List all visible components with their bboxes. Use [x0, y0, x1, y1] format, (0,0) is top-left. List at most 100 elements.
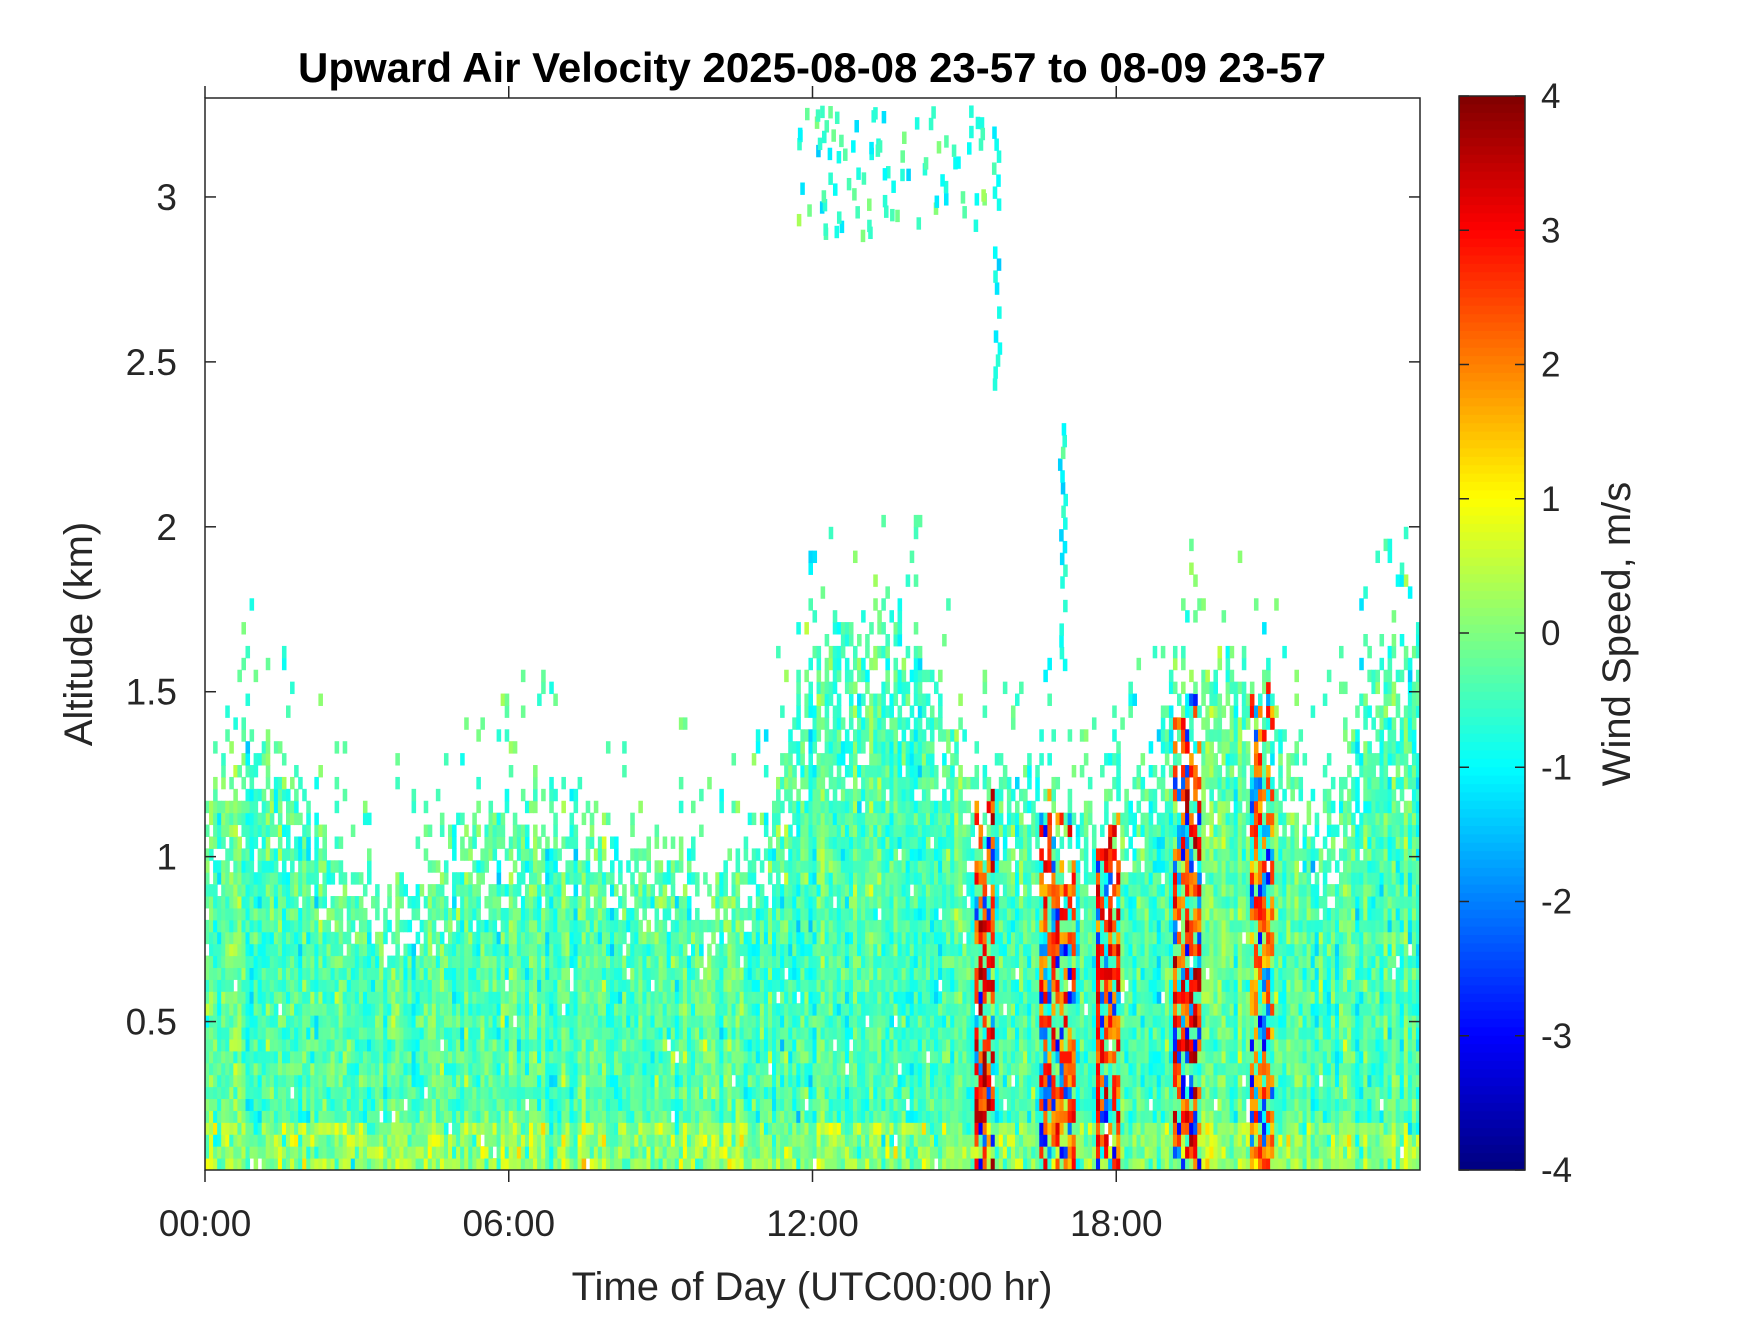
heatmap-cell	[516, 967, 522, 980]
heatmap-cell	[318, 1098, 323, 1111]
heatmap-cell	[573, 1086, 579, 1100]
heatmap-cell	[727, 848, 732, 861]
heatmap-cell	[350, 1062, 356, 1076]
heatmap-cell	[796, 848, 801, 861]
heatmap-cell	[439, 979, 445, 992]
heatmap-cell	[415, 1003, 421, 1016]
heatmap-cell	[545, 1050, 550, 1064]
heatmap-cell	[443, 1074, 449, 1088]
heatmap-cell	[812, 824, 818, 837]
heatmap-cell	[504, 848, 510, 861]
heatmap-cell	[605, 955, 611, 969]
heatmap-cell	[824, 836, 830, 849]
heatmap-cell	[245, 753, 251, 766]
heatmap-cell	[257, 1074, 263, 1088]
heatmap-cell	[557, 872, 562, 885]
heatmap-cell	[217, 800, 222, 814]
heatmap-cell	[541, 848, 546, 861]
heatmap-cell	[897, 1158, 903, 1171]
heatmap-cell	[492, 836, 498, 849]
heatmap-cell	[537, 884, 542, 897]
heatmap-cell	[565, 943, 570, 957]
heatmap-cell	[257, 872, 263, 885]
heatmap-cell	[626, 1110, 631, 1123]
heatmap-cell	[577, 943, 583, 957]
heatmap-cell	[897, 1146, 903, 1159]
heatmap-cell	[889, 1050, 894, 1064]
heatmap-cell	[589, 907, 595, 921]
heatmap-cell	[857, 1050, 862, 1064]
heatmap-cell	[383, 1086, 388, 1100]
heatmap-cell	[541, 860, 546, 873]
heatmap-cell	[379, 1158, 384, 1171]
heatmap-cell	[877, 741, 882, 754]
heatmap-cell	[577, 1027, 583, 1040]
heatmap-cell	[816, 729, 822, 742]
heatmap-cell	[682, 1110, 688, 1123]
heatmap-cell	[836, 1027, 842, 1040]
heatmap-cell	[739, 1062, 745, 1076]
heatmap-cell	[342, 967, 348, 980]
heatmap-cell	[375, 1110, 380, 1123]
heatmap-cell	[739, 1038, 745, 1052]
heatmap-cell	[601, 896, 607, 909]
heatmap-cell	[257, 824, 263, 837]
heatmap-cell	[281, 657, 287, 671]
heatmap-cell	[861, 788, 866, 802]
heatmap-cell	[674, 919, 680, 933]
heatmap-cell	[516, 1003, 522, 1016]
heatmap-cell	[634, 896, 639, 909]
heatmap-cell	[358, 1074, 364, 1088]
heatmap-cell	[318, 1086, 323, 1100]
heatmap-cell	[545, 1086, 550, 1100]
heatmap-cell	[662, 1122, 668, 1135]
heatmap-cell	[593, 943, 599, 957]
heatmap-cell	[763, 1134, 769, 1147]
heatmap-cell	[500, 1098, 506, 1111]
heatmap-cell	[699, 1086, 704, 1100]
heatmap-cell	[618, 1015, 623, 1028]
heatmap-cell	[597, 1050, 603, 1064]
heatmap-cell	[670, 1050, 676, 1064]
heatmap-cell	[342, 991, 348, 1004]
heatmap-cell	[622, 1086, 627, 1100]
heatmap-cell	[780, 1062, 785, 1076]
heatmap-cell	[727, 1015, 732, 1028]
heatmap-cell	[443, 1062, 449, 1076]
heatmap-cell	[468, 1015, 473, 1028]
heatmap-cell	[646, 1062, 651, 1076]
heatmap-cell	[601, 1074, 607, 1088]
heatmap-cell	[253, 1134, 259, 1147]
heatmap-cell	[869, 860, 874, 873]
heatmap-cell	[257, 919, 263, 933]
heatmap-cell	[622, 896, 627, 909]
heatmap-cell	[439, 1110, 445, 1123]
heatmap-cell	[776, 1110, 781, 1123]
heatmap-cell	[379, 1098, 384, 1111]
heatmap-cell	[727, 1122, 732, 1135]
heatmap-cell	[545, 907, 550, 921]
heatmap-cell	[273, 955, 279, 969]
heatmap-cell	[865, 907, 870, 921]
heatmap-cell	[715, 1122, 720, 1135]
heatmap-cell	[893, 1003, 899, 1016]
heatmap-cell	[577, 776, 583, 790]
heatmap-cell	[480, 967, 485, 980]
heatmap-cell	[630, 1158, 635, 1171]
heatmap-cell	[735, 931, 741, 945]
heatmap-cell	[626, 907, 631, 921]
heatmap-cell	[731, 1110, 737, 1123]
heatmap-cell	[302, 824, 307, 837]
heatmap-cell	[682, 1074, 688, 1088]
heatmap-cell	[893, 967, 899, 980]
heatmap-cell	[241, 800, 246, 814]
heatmap-cell	[812, 907, 818, 921]
heatmap-cell	[213, 967, 218, 980]
heatmap-cell	[326, 1003, 332, 1016]
heatmap-cell	[245, 860, 251, 873]
heatmap-cell	[281, 1086, 287, 1100]
heatmap-cell	[269, 896, 275, 909]
heatmap-cell	[249, 1122, 255, 1135]
heatmap-cell	[885, 848, 890, 861]
heatmap-cell	[245, 1038, 251, 1052]
